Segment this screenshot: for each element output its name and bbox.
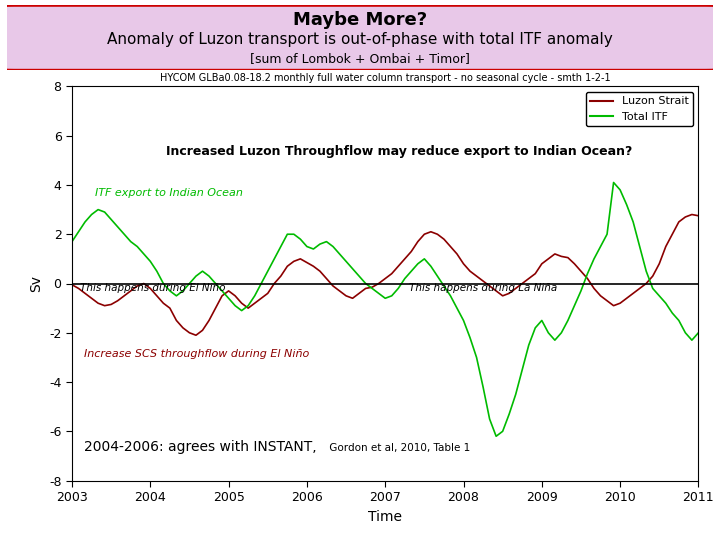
Text: [sum of Lombok + Ombai + Timor]: [sum of Lombok + Ombai + Timor] [250, 52, 470, 65]
Text: Gordon et al, 2010, Table 1: Gordon et al, 2010, Table 1 [326, 443, 471, 453]
Text: Anomaly of Luzon transport is out-of-phase with total ITF anomaly: Anomaly of Luzon transport is out-of-pha… [107, 32, 613, 46]
Luzon Strait [192, 332, 200, 339]
Total ITF [381, 295, 390, 301]
Total ITF [426, 263, 435, 269]
Luzon Strait [557, 253, 566, 260]
FancyBboxPatch shape [0, 5, 720, 70]
Total ITF [68, 238, 76, 245]
Total ITF [609, 179, 618, 186]
Text: ITF export to Indian Ocean: ITF export to Indian Ocean [96, 188, 243, 198]
Total ITF [87, 211, 96, 218]
Total ITF [694, 329, 703, 336]
Luzon Strait [694, 213, 703, 219]
Total ITF [557, 329, 566, 336]
Text: This happens during El Niño: This happens during El Niño [80, 283, 225, 293]
Luzon Strait [688, 211, 696, 218]
Luzon Strait [238, 300, 246, 307]
Text: Increase SCS throughflow during El Niño: Increase SCS throughflow during El Niño [84, 349, 309, 360]
Line: Total ITF: Total ITF [72, 183, 698, 436]
Text: This happens during La Niña: This happens during La Niña [409, 283, 557, 293]
Luzon Strait [87, 295, 96, 301]
Text: Increased Luzon Throughflow may reduce export to Indian Ocean?: Increased Luzon Throughflow may reduce e… [166, 145, 632, 158]
Y-axis label: Sv: Sv [30, 275, 43, 292]
Total ITF [113, 224, 122, 230]
Text: 2004-2006: agrees with INSTANT,: 2004-2006: agrees with INSTANT, [84, 440, 316, 454]
Luzon Strait [68, 281, 76, 288]
Luzon Strait [433, 231, 441, 238]
Title: HYCOM GLBa0.08-18.2 monthly full water column transport - no seasonal cycle - sm: HYCOM GLBa0.08-18.2 monthly full water c… [160, 73, 611, 83]
Text: Maybe More?: Maybe More? [293, 11, 427, 29]
Luzon Strait [387, 271, 396, 277]
Total ITF [492, 433, 500, 440]
Total ITF [231, 302, 240, 309]
Legend: Luzon Strait, Total ITF: Luzon Strait, Total ITF [586, 92, 693, 126]
Luzon Strait [113, 298, 122, 304]
X-axis label: Time: Time [368, 510, 402, 524]
Line: Luzon Strait: Luzon Strait [72, 214, 698, 335]
